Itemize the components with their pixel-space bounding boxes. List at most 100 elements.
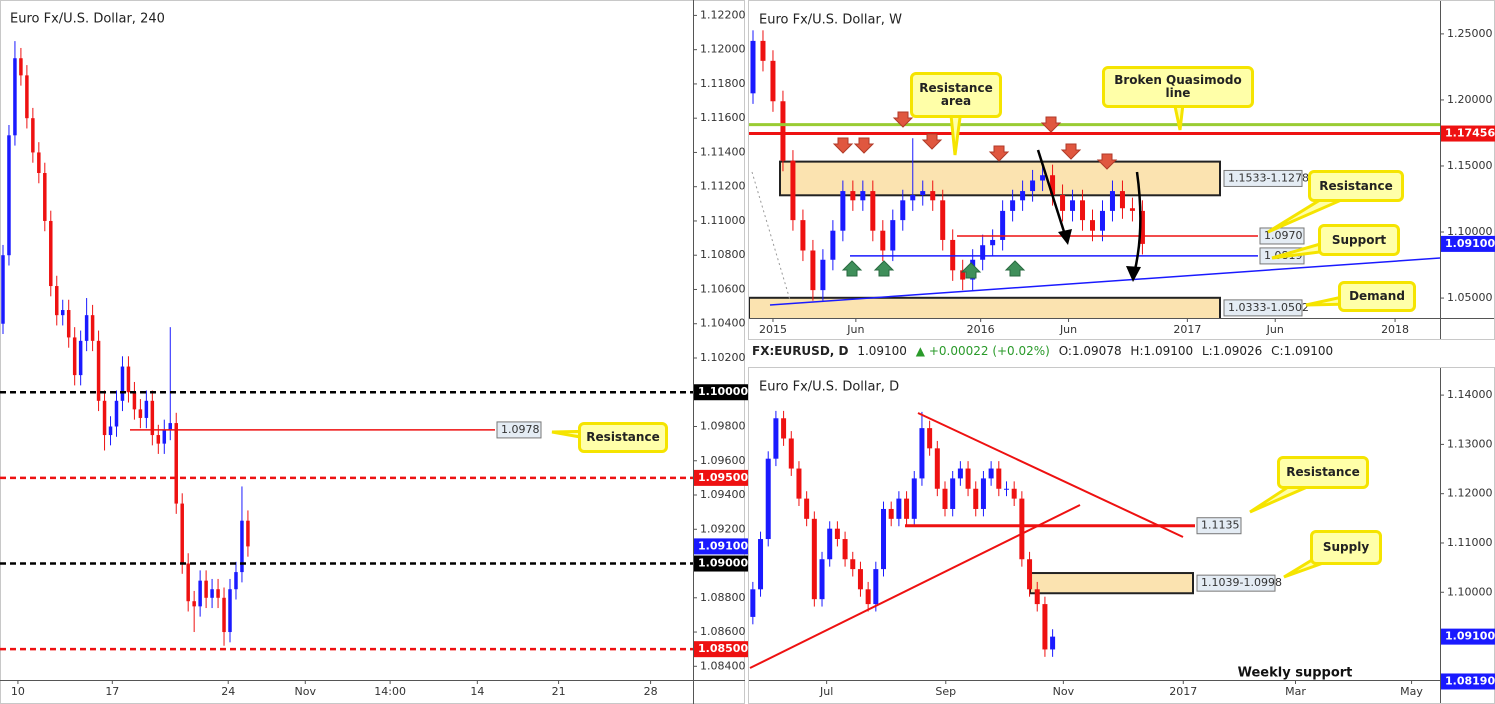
candle-body bbox=[198, 580, 202, 607]
candle-body bbox=[180, 503, 184, 564]
candle-body bbox=[1050, 175, 1056, 196]
candle-body bbox=[980, 245, 986, 260]
candle-body bbox=[1019, 498, 1025, 560]
y-tick-label: 1.09600 bbox=[700, 454, 746, 467]
plot bbox=[749, 30, 1440, 318]
candle-body bbox=[84, 315, 89, 341]
last-price-box bbox=[1441, 235, 1495, 252]
callout: Demand bbox=[1338, 281, 1416, 312]
candle-body bbox=[1119, 191, 1125, 209]
candle-body bbox=[108, 426, 113, 436]
x-tick-label: 2016 bbox=[967, 323, 995, 336]
candle-body bbox=[865, 589, 871, 605]
y-tick-label: 1.10200 bbox=[700, 351, 746, 364]
y-tick-label: 1.25000 bbox=[1447, 27, 1493, 40]
candle-body bbox=[1027, 559, 1033, 590]
level-label-box bbox=[1196, 517, 1242, 535]
candle-body bbox=[820, 259, 826, 291]
y-tick-label: 1.10400 bbox=[700, 317, 746, 330]
candle-body bbox=[827, 528, 833, 560]
down-arrow bbox=[892, 111, 914, 128]
axis-price-box bbox=[1441, 673, 1495, 690]
y-tick-label: 1.10800 bbox=[700, 248, 746, 261]
candle-body bbox=[228, 589, 232, 633]
chart-title: Euro Fx/U.S. Dollar, D bbox=[759, 380, 899, 395]
candle-body bbox=[31, 118, 35, 153]
axis-price-box bbox=[694, 384, 748, 401]
last-price-label: 1.09100 bbox=[698, 539, 748, 552]
axis-price-label: 1.09500 bbox=[698, 471, 748, 484]
candle-body bbox=[13, 58, 17, 136]
candle-body bbox=[758, 539, 764, 590]
candle-body bbox=[888, 508, 894, 519]
callout: Support bbox=[1318, 224, 1400, 256]
candle-body bbox=[186, 563, 190, 602]
y-tick-label: 1.10600 bbox=[700, 282, 746, 295]
candle-body bbox=[800, 220, 806, 251]
candle-body bbox=[1011, 488, 1017, 499]
candle-body bbox=[7, 135, 11, 256]
candle-body bbox=[1109, 191, 1115, 211]
last-price-label: 1.09100 bbox=[1445, 630, 1495, 643]
candle-body bbox=[940, 200, 946, 240]
candle-body bbox=[860, 191, 866, 201]
candle-body bbox=[1, 255, 5, 324]
candle-body bbox=[870, 191, 876, 231]
y-tick-label: 1.12200 bbox=[700, 8, 746, 21]
y-tick-label: 1.09400 bbox=[700, 488, 746, 501]
candle-body bbox=[881, 508, 887, 570]
candle-body bbox=[773, 418, 779, 459]
candle-body bbox=[25, 75, 29, 119]
x-tick-label: Jun bbox=[1266, 323, 1284, 336]
up-arrow bbox=[873, 260, 895, 277]
up-arrow bbox=[841, 260, 863, 277]
candle-body bbox=[162, 429, 167, 444]
candle-body bbox=[919, 428, 925, 479]
candle-body bbox=[811, 518, 817, 600]
candle-body bbox=[1034, 589, 1040, 605]
candle-body bbox=[114, 400, 119, 427]
trendline bbox=[917, 412, 1184, 538]
low: L:1.09026 bbox=[1201, 344, 1263, 358]
y-tick-label: 1.11000 bbox=[1447, 536, 1493, 549]
candle-body bbox=[1000, 210, 1006, 240]
level-label: 1.0978 bbox=[501, 423, 540, 436]
x-tick-label: 2018 bbox=[1381, 323, 1409, 336]
candle-body bbox=[66, 310, 71, 338]
down-arrow bbox=[1060, 143, 1082, 160]
x-tick-label: Nov bbox=[1053, 685, 1075, 698]
candle-body bbox=[900, 200, 906, 221]
candle-body bbox=[760, 40, 766, 61]
arrow bbox=[1132, 171, 1142, 275]
candle-body bbox=[910, 195, 916, 201]
candle-body bbox=[1050, 636, 1056, 650]
last-price-box bbox=[694, 538, 748, 555]
candle-body bbox=[1090, 220, 1096, 231]
callout: Resistance bbox=[1308, 170, 1404, 202]
candle-body bbox=[1010, 200, 1016, 211]
x-tick-label: 14:00 bbox=[374, 685, 406, 698]
candle-body bbox=[796, 468, 802, 499]
y-tick-label: 1.12000 bbox=[1447, 487, 1493, 500]
y-tick-label: 1.12000 bbox=[700, 43, 746, 56]
candle-body bbox=[144, 400, 149, 418]
candle-body bbox=[880, 230, 886, 251]
candle-body bbox=[927, 428, 933, 449]
x-tick-label: 2015 bbox=[759, 323, 787, 336]
candle-body bbox=[857, 569, 863, 590]
y-tick-label: 1.10000 bbox=[1447, 585, 1493, 598]
candle-body bbox=[216, 589, 220, 598]
x-tick-label: 21 bbox=[552, 685, 566, 698]
plot bbox=[750, 410, 1195, 657]
candle-body bbox=[850, 559, 856, 570]
close: C:1.09100 bbox=[1271, 344, 1334, 358]
candle-body bbox=[750, 589, 756, 617]
candle-body bbox=[234, 572, 238, 590]
candle-body bbox=[43, 172, 47, 221]
candle-body bbox=[950, 478, 956, 509]
up-arrow bbox=[1004, 260, 1026, 277]
zone bbox=[779, 160, 1221, 197]
candle-body bbox=[990, 239, 996, 246]
candle-body bbox=[920, 191, 926, 196]
